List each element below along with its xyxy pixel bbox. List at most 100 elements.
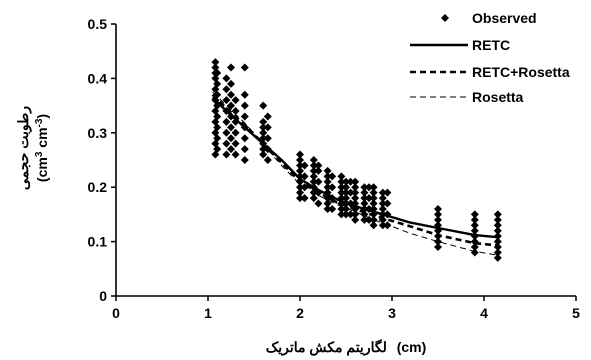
observed-point (240, 90, 249, 99)
observed-point (346, 188, 355, 197)
legend-observed-label: Observed (472, 10, 537, 26)
observed-point (213, 134, 222, 143)
observed-point (342, 210, 350, 219)
observed-point (323, 199, 332, 208)
observed-point (378, 188, 387, 197)
observed-point (342, 194, 350, 203)
series-line-rosetta (212, 91, 498, 256)
y-tick-label: 0.2 (88, 179, 108, 195)
observed-point (378, 204, 387, 213)
observed-point (227, 79, 235, 88)
observed-point (240, 112, 249, 121)
observed-point (337, 188, 346, 197)
y-tick-label: 0.4 (88, 70, 108, 86)
observed-point (493, 237, 502, 246)
observed-point (323, 204, 332, 213)
observed-point (231, 139, 240, 148)
observed-point (493, 248, 502, 257)
observed-point (222, 128, 231, 137)
y-tick-label: 0.5 (88, 16, 108, 32)
observed-point (493, 226, 502, 235)
observed-point (259, 134, 268, 143)
observed-point (296, 166, 304, 175)
observed-point (383, 221, 392, 230)
observed-point (383, 199, 392, 208)
observed-point (369, 199, 378, 208)
observed-point (365, 194, 373, 203)
observed-point (222, 74, 231, 83)
observed-point (369, 221, 378, 230)
observed-points (211, 58, 502, 262)
observed-point (360, 188, 369, 197)
observed-point (337, 183, 346, 192)
observed-point (323, 183, 332, 192)
observed-point (300, 194, 309, 203)
observed-point (227, 63, 235, 72)
observed-point (259, 139, 268, 148)
y-tick-label: 0.1 (88, 234, 108, 250)
observed-point (231, 107, 240, 116)
observed-point (213, 145, 222, 154)
observed-point (213, 79, 222, 88)
observed-point (296, 150, 304, 159)
legend-retc-label: RETC (472, 37, 510, 53)
x-axis-title-text: لگاریتم مکش ماتریک (cm) (266, 339, 427, 356)
x-tick-label: 1 (204, 305, 212, 321)
observed-point (263, 134, 272, 143)
observed-point (211, 58, 220, 67)
observed-point (263, 156, 272, 164)
observed-point (309, 161, 318, 170)
legend-rosetta-label: Rosetta (472, 89, 524, 105)
x-tick-label: 4 (480, 305, 488, 321)
observed-point (309, 156, 318, 164)
observed-point (470, 210, 479, 219)
observed-point (351, 210, 360, 219)
observed-point (346, 177, 355, 186)
observed-point (351, 188, 360, 197)
observed-point (227, 101, 235, 110)
observed-point (309, 166, 318, 175)
observed-point (259, 145, 268, 154)
observed-point (351, 194, 360, 203)
observed-point (434, 204, 442, 213)
observed-point (328, 204, 337, 213)
observed-point (309, 177, 318, 186)
observed-point (351, 215, 360, 224)
observed-point (222, 85, 231, 94)
observed-point (227, 112, 235, 121)
x-tick-label: 0 (112, 305, 120, 321)
observed-point (222, 150, 231, 159)
observed-point (434, 243, 442, 252)
observed-point (342, 199, 350, 208)
y-axis-title-unit: (cm3 cm-3) (34, 114, 50, 182)
x-tick-label: 3 (388, 305, 396, 321)
observed-point (240, 101, 249, 110)
observed-point (378, 194, 387, 203)
observed-point (337, 172, 346, 181)
y-tick-label: 0.3 (88, 125, 108, 141)
observed-point (337, 177, 346, 186)
observed-point (470, 221, 479, 230)
observed-point (314, 166, 323, 175)
observed-point (323, 172, 332, 181)
observed-point (240, 134, 249, 143)
observed-point (328, 183, 337, 192)
observed-point (213, 123, 222, 132)
observed-point (351, 199, 360, 208)
observed-point (222, 139, 231, 148)
observed-point (493, 215, 502, 224)
observed-point (314, 199, 323, 208)
observed-point (351, 177, 360, 186)
observed-point (383, 188, 392, 197)
observed-point (383, 210, 392, 219)
observed-point (296, 172, 304, 181)
observed-point (263, 145, 272, 154)
observed-point (470, 248, 479, 257)
observed-point (493, 253, 502, 262)
observed-point (369, 194, 378, 203)
observed-point (263, 112, 272, 121)
observed-point (346, 199, 355, 208)
observed-point (231, 117, 240, 126)
observed-point (259, 117, 268, 126)
observed-point (213, 101, 222, 110)
